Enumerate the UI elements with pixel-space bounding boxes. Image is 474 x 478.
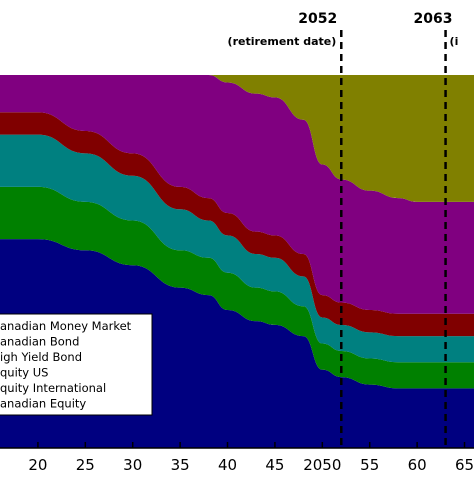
legend-entry-equity-us: quity US [0, 366, 48, 380]
legend-entry-canadian-bond: anadian Bond [0, 335, 79, 349]
x-tick-label: 35 [171, 456, 190, 474]
x-tick-label: 25 [76, 456, 95, 474]
legend-box [0, 313, 153, 416]
legend-entry-canadian-money-market: anadian Money Market [0, 319, 132, 333]
area-canadian-bond [0, 75, 474, 314]
x-tick-label: 55 [360, 456, 379, 474]
x-tick-label: 30 [123, 456, 142, 474]
x-axis: 20 25 30 35 40 45 2050 55 60 65 [0, 442, 474, 474]
legend-entry-high-yield-bond: igh Yield Bond [0, 350, 82, 364]
area-equity-international [0, 186, 474, 389]
marker-year-label: 2052 [298, 11, 337, 27]
x-tick-label: 20 [28, 456, 47, 474]
x-tick-label: 45 [265, 456, 284, 474]
date-markers: 2052 (retirement date) 2063 (i [228, 11, 459, 448]
x-tick-label: 40 [218, 456, 237, 474]
area-high-yield-bond [0, 112, 474, 337]
x-tick-label: 2050 [303, 456, 341, 474]
marker-note-label: (retirement date) [228, 35, 337, 48]
marker-note-label: (i [450, 35, 459, 48]
legend-entry-equity-international: quity International [0, 381, 106, 395]
area-equity-us [0, 134, 474, 363]
x-tick-label: 65 [455, 456, 474, 474]
area-canadian-money-market [0, 75, 474, 202]
marker-year-label: 2063 [414, 11, 453, 27]
x-tick-label: 60 [408, 456, 427, 474]
legend-entry-canadian-equity: anadian Equity [0, 397, 86, 411]
